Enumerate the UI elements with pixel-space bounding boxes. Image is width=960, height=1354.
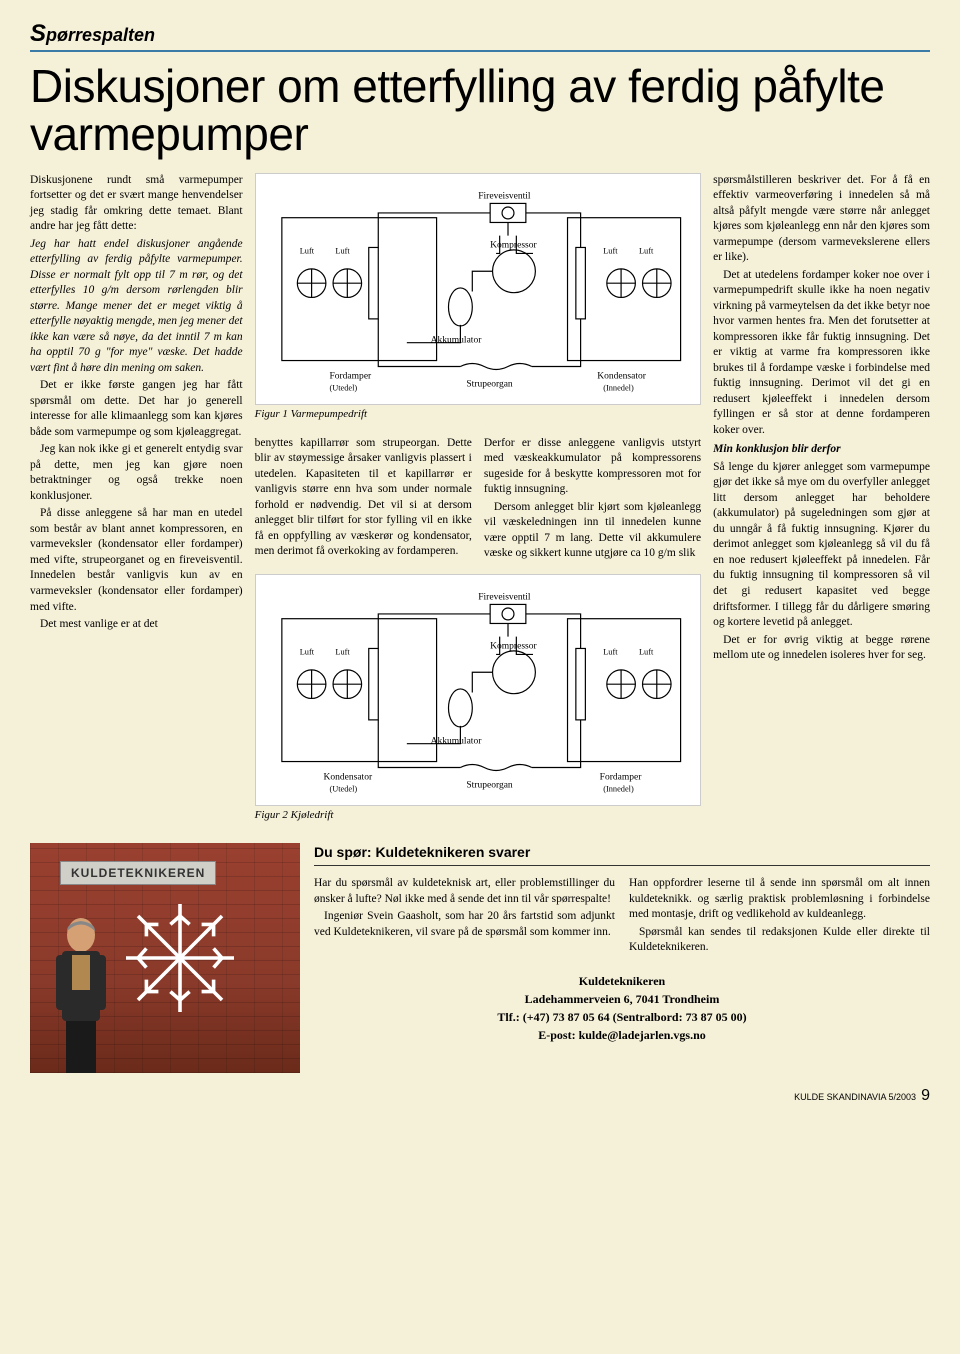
contact-name: Kuldeteknikeren	[314, 972, 930, 990]
svg-text:Luft: Luft	[335, 246, 350, 255]
page-number: 9	[921, 1087, 930, 1104]
body-paragraph: Det at utedelens fordamper koker noe ove…	[713, 268, 930, 439]
person-silhouette	[42, 913, 120, 1073]
svg-text:Kondensator: Kondensator	[323, 772, 372, 782]
column-4: spørsmålstilleren beskriver det. For å f…	[713, 173, 930, 828]
figure-1-block: Luft Luft Fordamper (Utedel) Kompressor …	[255, 173, 702, 426]
svg-text:Strupeorgan: Strupeorgan	[466, 379, 513, 389]
building-sign: KULDETEKNIKEREN	[60, 861, 216, 885]
svg-text:Fireveisventil: Fireveisventil	[478, 191, 531, 201]
svg-text:(Innedel): (Innedel)	[603, 784, 634, 793]
figure-2-caption: Figur 2 Kjøledrift	[255, 809, 702, 821]
conclusion-subhead: Min konklusjon blir derfor	[713, 442, 930, 458]
contact-block: Kuldeteknikeren Ladehammerveien 6, 7041 …	[314, 972, 930, 1044]
contact-phone: Tlf.: (+47) 73 87 05 64 (Sentralbord: 73…	[314, 1008, 930, 1026]
svg-text:(Utedel): (Utedel)	[329, 383, 357, 392]
intro-paragraph: Diskusjonene rundt små varmepumper forts…	[30, 173, 243, 235]
figure-1-caption: Figur 1 Varmepumpedrift	[255, 408, 702, 420]
body-paragraph: Dersom anlegget blir kjørt som kjøleanle…	[484, 500, 701, 562]
middle-block: Luft Luft Fordamper (Utedel) Kompressor …	[255, 173, 702, 828]
info-paragraph: Har du spørsmål av kuldeteknisk art, ell…	[314, 876, 615, 907]
svg-text:Kondensator: Kondensator	[597, 371, 646, 381]
figure-1-diagram: Luft Luft Fordamper (Utedel) Kompressor …	[255, 173, 702, 405]
svg-text:(Innedel): (Innedel)	[603, 383, 634, 392]
svg-text:Luft: Luft	[299, 647, 314, 656]
svg-text:Fordamper: Fordamper	[329, 371, 372, 381]
info-box-title: Du spør: Kuldeteknikeren svarer	[314, 843, 930, 866]
author-photo: KULDETEKNIKEREN	[30, 843, 300, 1073]
page-footer: KULDE SKANDINAVIA 5/2003 9	[30, 1087, 930, 1105]
figure-2-block: Luft Luft Kondensator (Utedel) Kompresso…	[255, 574, 702, 827]
svg-text:Kompressor: Kompressor	[490, 641, 537, 651]
body-paragraph: På disse anleggene så har man en utedel …	[30, 506, 243, 615]
body-paragraph: Jeg kan nok ikke gi et generelt entydig …	[30, 442, 243, 504]
contact-email: E-post: kulde@ladejarlen.vgs.no	[314, 1026, 930, 1044]
quoted-question: Jeg har hatt endel diskusjoner angående …	[30, 237, 243, 377]
info-box: Du spør: Kuldeteknikeren svarer Har du s…	[314, 843, 930, 1073]
article-body: Diskusjonene rundt små varmepumper forts…	[30, 173, 930, 828]
body-paragraph: Det er for øvrig viktig at begge rørene …	[713, 633, 930, 664]
svg-text:Akkumulator: Akkumulator	[430, 335, 482, 345]
svg-text:Akkumulator: Akkumulator	[430, 737, 482, 747]
info-paragraph: Spørsmål kan sendes til redaksjonen Kuld…	[629, 925, 930, 956]
body-paragraph: Det er ikke første gangen jeg har fått s…	[30, 378, 243, 440]
contact-address: Ladehammerveien 6, 7041 Trondheim	[314, 990, 930, 1008]
svg-text:Luft: Luft	[603, 246, 618, 255]
middle-columns: benyttes kapillarrør som strupeorgan. De…	[255, 436, 702, 564]
svg-text:Luft: Luft	[299, 246, 314, 255]
magazine-issue: KULDE SKANDINAVIA 5/2003	[794, 1092, 916, 1102]
info-paragraph: Han oppfordrer leserne til å sende inn s…	[629, 876, 930, 923]
body-paragraph: benyttes kapillarrør som strupeorgan. De…	[255, 436, 472, 560]
svg-text:Strupeorgan: Strupeorgan	[466, 781, 513, 791]
svg-text:Luft: Luft	[639, 647, 654, 656]
svg-text:Luft: Luft	[335, 647, 350, 656]
info-column-2: Han oppfordrer leserne til å sende inn s…	[629, 876, 930, 958]
svg-text:Luft: Luft	[603, 647, 618, 656]
snowflake-icon	[120, 898, 240, 1018]
body-paragraph: Det mest vanlige er at det	[30, 617, 243, 633]
svg-text:(Utedel): (Utedel)	[329, 784, 357, 793]
figure-2-diagram: Luft Luft Kondensator (Utedel) Kompresso…	[255, 574, 702, 806]
column-3: Derfor er disse anleggene vanligvis utst…	[484, 436, 701, 564]
body-paragraph: Så lenge du kjører anlegget som varmepum…	[713, 460, 930, 631]
info-paragraph: Ingeniør Svein Gaasholt, som har 20 års …	[314, 909, 615, 940]
svg-text:Luft: Luft	[639, 246, 654, 255]
column-2: benyttes kapillarrør som strupeorgan. De…	[255, 436, 472, 564]
svg-text:Fordamper: Fordamper	[599, 772, 642, 782]
svg-text:Kompressor: Kompressor	[490, 240, 537, 250]
article-title: Diskusjoner om etterfylling av ferdig på…	[30, 62, 930, 159]
svg-text:Fireveisventil: Fireveisventil	[478, 593, 531, 603]
bottom-section: KULDETEKNIKEREN Du spør: Kuldetekn	[30, 843, 930, 1073]
section-label: Spørrespalten	[30, 20, 930, 52]
info-column-1: Har du spørsmål av kuldeteknisk art, ell…	[314, 876, 615, 958]
body-paragraph: spørsmålstilleren beskriver det. For å f…	[713, 173, 930, 266]
body-paragraph: Derfor er disse anleggene vanligvis utst…	[484, 436, 701, 498]
column-1: Diskusjonene rundt små varmepumper forts…	[30, 173, 243, 828]
